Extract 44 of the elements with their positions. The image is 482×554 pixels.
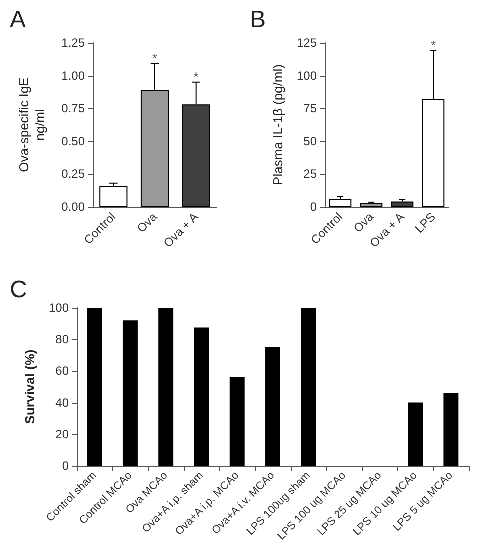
- y-tick-label: 0.50: [62, 134, 86, 148]
- y-tick-label: 0.25: [62, 167, 86, 182]
- y-tick-label: 20: [56, 427, 70, 442]
- y-axis-title: Plasma IL-1β (pg/ml): [270, 64, 286, 186]
- y-tick-label: 60: [56, 364, 70, 378]
- x-tick-label: LPS: [412, 210, 438, 236]
- y-tick-label: 125: [296, 36, 318, 50]
- bar: [391, 202, 414, 207]
- annotation: *: [430, 38, 436, 54]
- annotation: *: [152, 51, 158, 66]
- y-tick-label: 1.00: [62, 68, 86, 83]
- y-tick-label: 50: [304, 134, 318, 148]
- x-tick-label: Ova: [134, 210, 160, 236]
- y-tick-label: 25: [304, 167, 318, 182]
- bar: [301, 308, 316, 466]
- chart-title: C: [10, 276, 28, 304]
- y-tick-label: 1.25: [62, 36, 86, 50]
- y-tick-label: 100: [296, 68, 318, 83]
- y-tick-label: 100: [48, 301, 70, 315]
- y-axis-title: Survival (%): [22, 350, 38, 424]
- y-tick-label: 40: [56, 396, 70, 410]
- bar: [194, 328, 210, 466]
- y-tick-label: 0.75: [62, 102, 86, 116]
- bar: [266, 348, 280, 466]
- bar: [122, 320, 138, 466]
- y-tick-label: 0: [62, 459, 70, 473]
- y-tick-label: 0.00: [62, 200, 86, 214]
- y-tick-label: 75: [304, 102, 318, 116]
- bar: [87, 308, 102, 466]
- bar: [158, 308, 174, 466]
- bar: [100, 186, 128, 207]
- x-tick-label: Ova + A: [160, 210, 202, 250]
- bar: [408, 402, 424, 466]
- y-tick-label: 0: [310, 200, 318, 214]
- y-tick-label: 80: [56, 332, 70, 347]
- bar: [329, 199, 352, 207]
- bar: [444, 393, 459, 466]
- y-axis-title: Ova-specific IgE ng/ml: [16, 77, 48, 172]
- x-tick-label: Ova: [351, 210, 377, 236]
- bar: [360, 203, 383, 207]
- chart-title: A: [10, 6, 26, 34]
- chart-title: B: [250, 6, 266, 34]
- bar: [230, 378, 245, 466]
- annotation: *: [194, 70, 199, 85]
